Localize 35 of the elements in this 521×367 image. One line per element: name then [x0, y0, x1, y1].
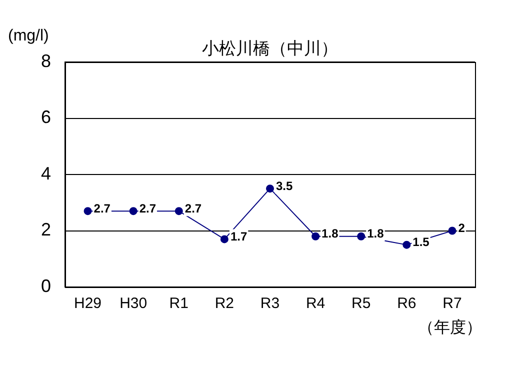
point: [357, 232, 366, 240]
data-label: 2.7: [94, 201, 111, 216]
x-tick-label: R7: [442, 295, 462, 312]
x-axis-title: （年度）: [418, 318, 482, 336]
point: [129, 207, 138, 216]
x-tick-label: R2: [214, 295, 234, 312]
x-tick-label: R5: [352, 295, 371, 312]
data-label: 1.7: [230, 230, 248, 244]
data-label: 1.8: [367, 226, 384, 241]
point: [220, 235, 228, 244]
data-label: 3.5: [276, 178, 294, 193]
x-tick-label: H29: [74, 295, 102, 312]
y-tick-label: 0: [40, 276, 51, 296]
y-tick-label: 2: [40, 220, 51, 240]
y-tick-label: 4: [40, 163, 51, 184]
y-tick-label: 8: [40, 50, 51, 71]
point: [448, 226, 456, 235]
point: [84, 207, 92, 216]
chart-title: 小松川橋（中川）: [202, 39, 338, 58]
x-tick-label: R1: [169, 295, 188, 312]
x-tick-label: H30: [120, 295, 148, 312]
point: [402, 240, 411, 249]
x-tick-label: R4: [306, 295, 326, 312]
data-label: 1.8: [322, 226, 339, 241]
y-tick-label: 6: [40, 107, 51, 128]
data-label: 2.7: [184, 201, 202, 216]
point: [312, 232, 320, 240]
data-label: 1.5: [412, 235, 430, 250]
point: [266, 184, 274, 193]
data-label: 2: [458, 221, 466, 236]
data-label: 2.7: [139, 201, 156, 216]
x-tick-label: R3: [260, 295, 280, 312]
y-axis-title: (mg/l): [8, 27, 49, 44]
point: [174, 207, 183, 216]
x-tick-label: R6: [397, 295, 416, 312]
